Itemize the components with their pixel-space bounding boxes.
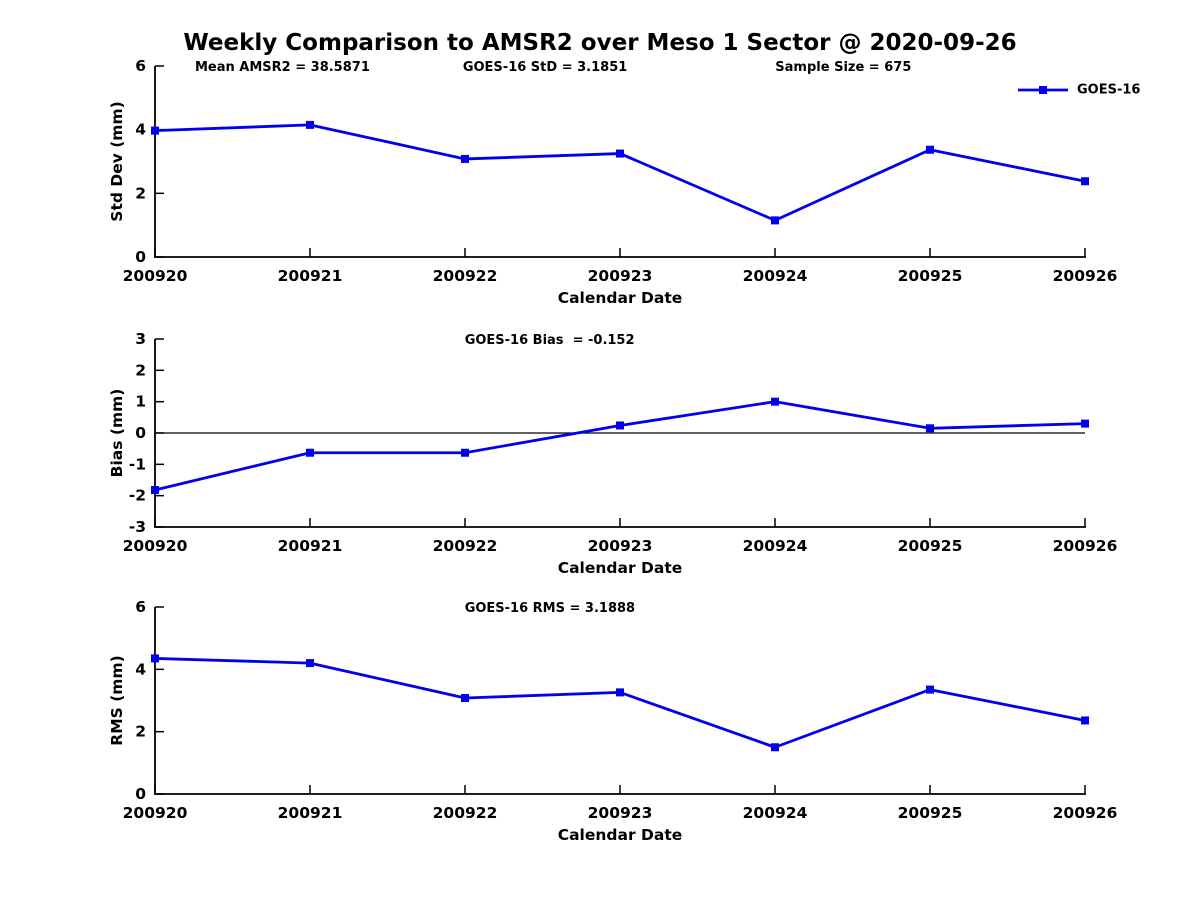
data-point-marker (151, 486, 159, 495)
x-axis-label: Calendar Date (558, 826, 683, 844)
stat-annotation: Sample Size = 675 (775, 60, 911, 75)
x-tick-label: 200921 (278, 537, 343, 555)
series-line (154, 657, 1086, 749)
y-tick-label: -1 (129, 455, 146, 473)
x-tick-label: 200922 (433, 267, 498, 285)
data-point-marker (151, 654, 159, 663)
std-dev-subplot: 0 2 4 6 200920 200921 200922 200923 200924 200925… (108, 57, 1140, 307)
y-tick-label: 6 (135, 598, 146, 616)
data-point-marker (151, 126, 159, 135)
y-tick-label: 2 (135, 723, 146, 741)
rms-subplot: 0 2 4 6 200920 200921 200922 200923 200924 200925… (108, 598, 1118, 844)
y-tick-label: 0 (135, 248, 146, 266)
data-point-marker (461, 448, 469, 457)
figure-title: Weekly Comparison to AMSR2 over Meso 1 S… (183, 30, 1017, 56)
data-point-marker (1081, 419, 1089, 428)
y-tick-label: 3 (135, 330, 146, 348)
data-point-marker (771, 216, 779, 225)
x-tick-label: 200922 (433, 537, 498, 555)
y-tick-label: 2 (135, 184, 146, 202)
x-axis-label: Calendar Date (558, 289, 683, 307)
y-tick-label: 1 (135, 393, 146, 411)
x-tick-label: 200926 (1053, 537, 1118, 555)
data-point-marker (306, 659, 314, 668)
data-point-marker (461, 154, 469, 163)
x-tick-label: 200924 (743, 537, 808, 555)
stat-annotation: Mean AMSR2 = 38.5871 (195, 60, 370, 75)
x-tick-label: 200926 (1053, 267, 1118, 285)
x-tick-label: 200924 (743, 804, 808, 822)
x-tick-label: 200920 (123, 267, 188, 285)
x-axis-label: Calendar Date (558, 559, 683, 577)
x-tick-label: 200920 (123, 537, 188, 555)
x-tick-label: 200924 (743, 267, 808, 285)
data-point-marker (1081, 177, 1089, 186)
x-tick-label: 200925 (898, 267, 963, 285)
y-axis-label: RMS (mm) (108, 655, 126, 745)
stat-annotation: GOES-16 Bias = -0.152 (465, 333, 635, 348)
stat-annotation: GOES-16 StD = 3.1851 (463, 60, 627, 75)
data-point-marker (1081, 716, 1089, 725)
data-point-marker (461, 694, 469, 703)
x-tick-label: 200923 (588, 537, 653, 555)
x-tick-label: 200925 (898, 537, 963, 555)
x-tick-label: 200923 (588, 804, 653, 822)
data-point-marker (616, 421, 624, 430)
x-tick-label: 200925 (898, 804, 963, 822)
series-line (154, 400, 1086, 492)
y-tick-label: -3 (129, 518, 146, 536)
x-tick-label: 200923 (588, 267, 653, 285)
y-axis-label: Bias (mm) (108, 389, 126, 478)
data-point-marker (926, 685, 934, 694)
legend-label: GOES-16 (1077, 83, 1140, 98)
y-tick-label: 4 (135, 660, 146, 678)
y-axis-label: Std Dev (mm) (108, 101, 126, 221)
y-tick-label: 4 (135, 121, 146, 139)
data-point-marker (616, 688, 624, 697)
x-tick-label: 200920 (123, 804, 188, 822)
y-tick-label: 0 (135, 424, 146, 442)
x-tick-label: 200922 (433, 804, 498, 822)
data-point-marker (926, 424, 934, 433)
y-tick-label: -2 (129, 487, 146, 505)
data-point-marker (771, 397, 779, 406)
bias-subplot: -3 -2 -1 0 1 2 3 200920 200921 200922 200923 200924… (108, 330, 1118, 577)
series-line (154, 123, 1086, 222)
stat-annotation: GOES-16 RMS = 3.1888 (465, 601, 635, 616)
y-tick-label: 0 (135, 785, 146, 803)
data-point-marker (306, 120, 314, 129)
data-point-marker (616, 149, 624, 158)
x-tick-label: 200926 (1053, 804, 1118, 822)
y-tick-label: 2 (135, 361, 146, 379)
x-tick-label: 200921 (278, 267, 343, 285)
data-point-marker (926, 145, 934, 154)
legend-marker-sample (1039, 86, 1047, 94)
data-point-marker (306, 448, 314, 457)
x-tick-label: 200921 (278, 804, 343, 822)
y-tick-label: 6 (135, 57, 146, 75)
data-point-marker (771, 743, 779, 752)
